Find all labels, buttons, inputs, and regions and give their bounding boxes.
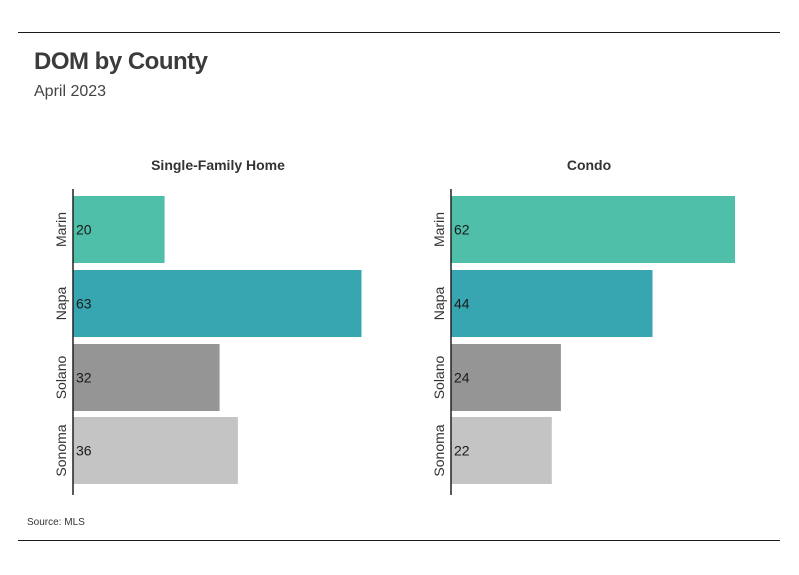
bar-sonoma [73,417,238,484]
category-label-solano: Solano [431,355,447,399]
panel-single-family: Single-Family Home 20 Marin 63 Napa 32 Solano 3… [53,157,362,495]
bottom-rule [18,540,780,541]
bar-marin [73,196,165,263]
panel-title: Condo [567,157,611,173]
category-label-marin: Marin [53,212,69,247]
value-label-napa: 63 [76,296,92,312]
bar-marin [451,196,735,263]
bar-napa [73,270,362,337]
category-label-napa: Napa [431,287,447,321]
bar-solano [73,344,220,411]
value-label-sonoma: 22 [454,443,470,459]
value-label-napa: 44 [454,296,470,312]
category-label-sonoma: Sonoma [431,424,447,476]
category-label-sonoma: Sonoma [53,424,69,476]
value-label-marin: 62 [454,222,470,238]
bar-napa [451,270,653,337]
category-label-marin: Marin [431,212,447,247]
top-rule [18,32,780,33]
chart-subtitle: April 2023 [34,83,107,100]
value-label-solano: 32 [76,370,92,386]
value-label-marin: 20 [76,222,92,238]
panel-condo: Condo 62 Marin 44 Napa 24 Solano 22 Sonoma [431,157,735,495]
panel-title: Single-Family Home [151,157,285,173]
category-label-solano: Solano [53,355,69,399]
source-note: Source: MLS [27,517,85,528]
value-label-solano: 24 [454,370,470,386]
bar-solano [451,344,561,411]
bar-sonoma [451,417,552,484]
category-label-napa: Napa [53,287,69,321]
value-label-sonoma: 36 [76,443,92,459]
chart-title: DOM by County [34,48,208,75]
